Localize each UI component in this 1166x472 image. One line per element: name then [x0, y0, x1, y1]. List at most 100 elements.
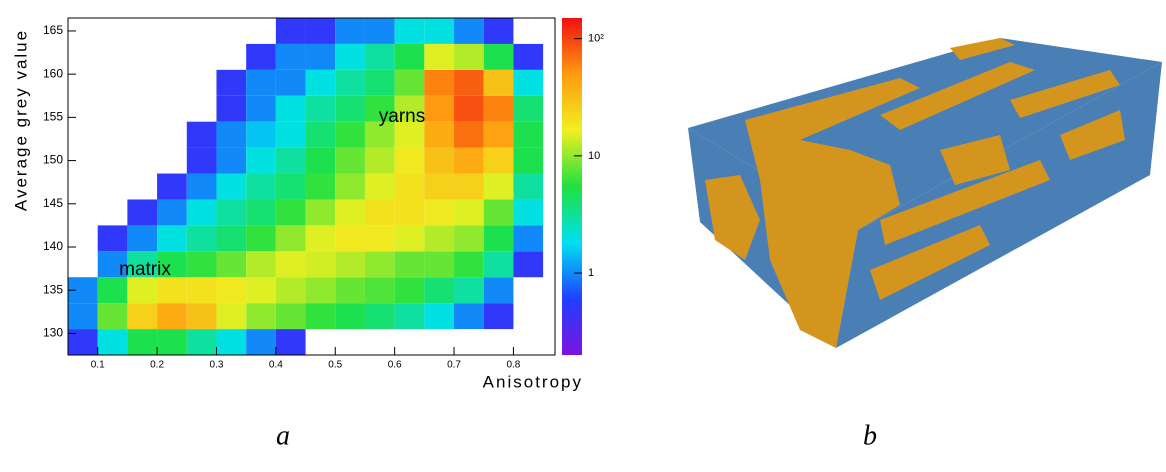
heat-cell	[424, 251, 454, 277]
voxel-render	[688, 38, 1162, 348]
heat-cell	[246, 174, 276, 200]
heat-cell	[157, 303, 187, 329]
color-bar	[562, 18, 582, 355]
heat-cell	[395, 44, 425, 70]
color-tick-label: 10²	[588, 33, 604, 45]
color-tick-label: 10	[588, 150, 600, 162]
heat-cell	[454, 44, 484, 70]
y-tick-label: 165	[43, 23, 63, 37]
heat-cell	[187, 303, 217, 329]
heat-cell	[216, 122, 246, 148]
heat-cell	[454, 303, 484, 329]
heat-cell	[335, 303, 365, 329]
x-tick-label: 0.4	[269, 360, 283, 371]
heat-cell	[276, 277, 306, 303]
y-tick-label: 155	[43, 110, 63, 124]
heat-cell	[157, 277, 187, 303]
heat-cell	[424, 44, 454, 70]
x-tick-label: 0.8	[506, 360, 520, 371]
heat-cell	[187, 148, 217, 174]
heat-cell	[513, 44, 543, 70]
heat-cell	[127, 277, 157, 303]
heat-cell	[306, 225, 336, 251]
heat-cell	[335, 70, 365, 96]
heat-cell	[276, 96, 306, 122]
heat-cell	[484, 122, 514, 148]
heat-cell	[365, 70, 395, 96]
annotation: yarns	[379, 106, 425, 127]
heat-cell	[424, 199, 454, 225]
heat-cell	[246, 303, 276, 329]
heat-cell	[395, 277, 425, 303]
heat-cell	[484, 174, 514, 200]
heat-cell	[395, 70, 425, 96]
heat-cell	[98, 303, 128, 329]
heat-cell	[395, 225, 425, 251]
heat-cell	[276, 70, 306, 96]
heat-cell	[335, 277, 365, 303]
heat-cell	[395, 199, 425, 225]
heat-cell	[306, 277, 336, 303]
heat-cell	[365, 18, 395, 44]
heat-cell	[395, 251, 425, 277]
heat-cell	[127, 303, 157, 329]
heat-cell	[513, 122, 543, 148]
heat-cell	[335, 44, 365, 70]
y-tick-label: 160	[43, 66, 63, 80]
y-tick-label: 135	[43, 282, 63, 296]
heat-cell	[216, 329, 246, 355]
heat-cell	[98, 225, 128, 251]
heat-cell	[127, 199, 157, 225]
heat-cell	[216, 225, 246, 251]
heat-cell	[246, 251, 276, 277]
heat-cell	[424, 277, 454, 303]
heat-cell	[335, 174, 365, 200]
heat-cell	[513, 148, 543, 174]
heat-cell	[246, 199, 276, 225]
heat-cell	[276, 122, 306, 148]
heat-cell	[246, 96, 276, 122]
x-tick-label: 0.5	[328, 360, 342, 371]
heat-cell	[306, 251, 336, 277]
heat-cell	[454, 225, 484, 251]
heat-cell	[454, 70, 484, 96]
heat-cell	[365, 44, 395, 70]
heat-cell	[216, 199, 246, 225]
heat-cell	[187, 225, 217, 251]
heat-cell	[306, 199, 336, 225]
caption: b	[863, 420, 877, 451]
heat-cell	[187, 122, 217, 148]
heat-cell	[454, 251, 484, 277]
heat-cell	[276, 44, 306, 70]
heat-cell	[276, 225, 306, 251]
heat-cell	[335, 96, 365, 122]
heat-cell	[335, 122, 365, 148]
heat-cell	[454, 18, 484, 44]
x-tick-label: 0.2	[150, 360, 164, 371]
heat-cell	[157, 174, 187, 200]
heat-cell	[246, 44, 276, 70]
heat-cell	[424, 303, 454, 329]
heat-cell	[157, 199, 187, 225]
heat-cell	[513, 251, 543, 277]
heat-cell	[365, 174, 395, 200]
heat-cell	[246, 70, 276, 96]
heat-cell	[68, 303, 98, 329]
heat-cell	[424, 225, 454, 251]
heat-cell	[335, 225, 365, 251]
heat-cell	[454, 277, 484, 303]
heat-cell	[365, 148, 395, 174]
heat-cell	[454, 148, 484, 174]
heat-cell	[484, 199, 514, 225]
heat-cell	[365, 251, 395, 277]
heat-cell	[276, 18, 306, 44]
x-axis-label: Anisotropy	[483, 372, 583, 391]
x-tick-label: 0.3	[210, 360, 224, 371]
heat-cell	[246, 122, 276, 148]
heat-cell	[484, 96, 514, 122]
heat-cell	[276, 329, 306, 355]
heat-cell	[454, 199, 484, 225]
heat-cell	[513, 174, 543, 200]
heat-cell	[306, 174, 336, 200]
heat-cell	[216, 174, 246, 200]
